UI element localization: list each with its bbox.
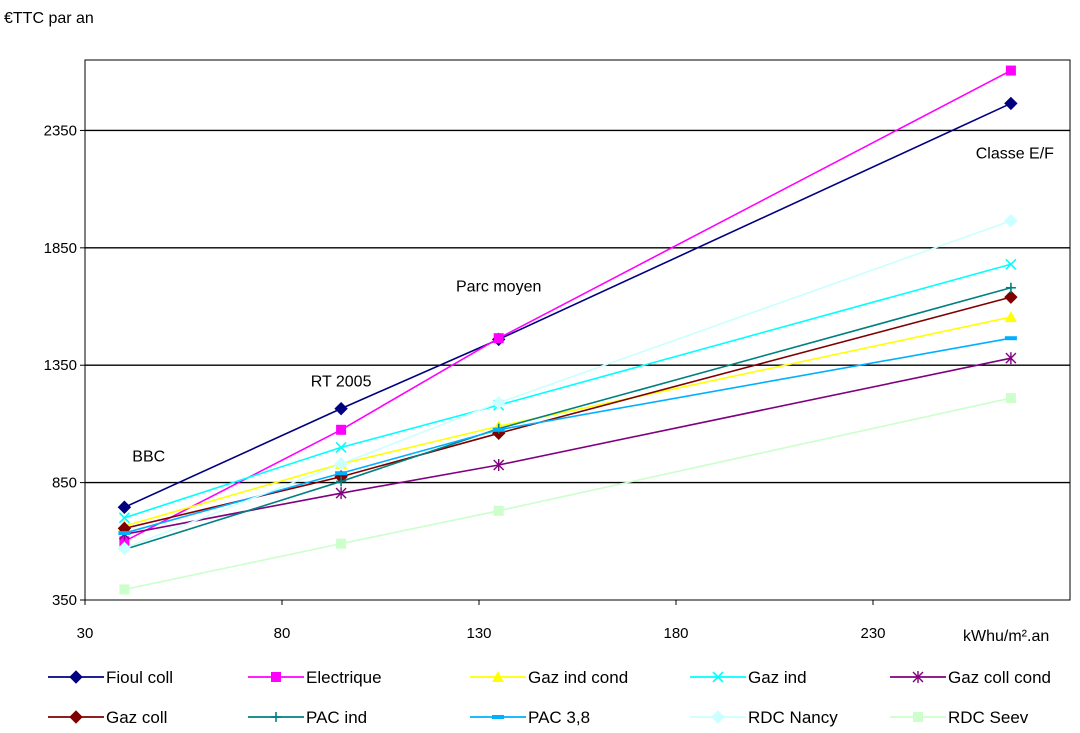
series-pac-3-8 [118,336,1017,536]
data-point [493,505,504,516]
series-electrique [119,65,1016,547]
legend-label: Electrique [306,668,382,687]
y-tick-label: 850 [52,475,77,492]
data-point [1004,290,1018,304]
x-ticks: 30 80 130 180 230 [77,600,886,642]
legend: Fioul coll Electrique Gaz ind cond Gaz ind G… [48,668,1051,727]
data-point [493,333,504,344]
data-point [1005,352,1017,365]
y-tick-label: 1850 [44,240,77,257]
legend-item: Electrique [248,668,382,687]
legend-marker [711,710,725,724]
legend-marker [69,670,83,684]
legend-item: Gaz coll [48,708,167,727]
legend-label: PAC 3,8 [528,708,590,727]
legend-marker [913,712,923,722]
y-axis-label: €TTC par an [4,10,94,27]
legend-label: Gaz ind cond [528,668,628,687]
data-point [336,476,347,487]
series-line [124,286,1012,551]
x-tick-label: 30 [77,625,94,642]
data-point [1004,214,1018,228]
legend-marker [69,710,83,724]
annotation-label: Classe E/F [976,146,1054,163]
legend-item: Fioul coll [48,668,173,687]
data-point [1005,393,1016,404]
x-tick-label: 130 [466,625,491,642]
series-rdc-seev [119,393,1016,595]
data-point [493,459,505,471]
series-gaz-ind [118,258,1017,524]
series-line [124,263,1012,519]
data-point [334,401,348,416]
series-line [124,316,1012,527]
legend-item: RDC Seev [890,708,1029,727]
legend-label: Gaz coll [106,708,167,727]
data-point [1005,258,1017,270]
legend-marker [271,712,281,722]
legend-marker [712,671,724,683]
legend-label: RDC Seev [948,708,1029,727]
x-axis-label: kWhu/m².an [963,628,1049,645]
data-point [335,441,347,453]
series-line [124,337,1012,534]
data-point [1005,282,1016,293]
legend-item: RDC Nancy [690,708,838,727]
legend-marker [492,671,504,682]
data-point [119,536,130,547]
legend-marker [492,715,504,719]
data-point [119,584,130,595]
legend-label: PAC ind [306,708,367,727]
y-tick-label: 2350 [44,122,77,139]
data-point [491,396,506,410]
data-point [1005,65,1016,76]
data-point [334,457,348,471]
series-line [124,397,1012,591]
data-point [336,538,347,549]
legend-item: PAC ind [248,708,367,727]
annotation-label: BBC [132,448,165,465]
data-point [492,427,505,432]
legend-item: PAC 3,8 [470,708,590,727]
data-point [1004,96,1018,111]
annotation-label: RT 2005 [311,373,372,390]
data-point [335,471,348,476]
annotations: BBC RT 2005 Parc moyen Classe E/F [132,146,1054,466]
legend-item: Gaz ind cond [470,668,628,687]
data-point [336,424,347,435]
data-point [1004,336,1017,341]
legend-marker [271,672,281,682]
x-tick-label: 230 [860,625,885,642]
legend-label: Gaz coll cond [948,668,1051,687]
annotation-label: Parc moyen [456,278,541,295]
data-point [117,500,132,514]
legend-marker [912,671,924,683]
series-line [124,357,1012,536]
legend-label: Gaz ind [748,668,807,687]
gridlines [85,129,1070,484]
data-point [118,512,130,524]
legend-item: Gaz ind [690,668,807,687]
series-line [124,220,1012,550]
data-point [117,541,132,556]
data-point [335,487,347,500]
series-line [124,69,1012,543]
series-line [124,102,1012,508]
plot-area [84,59,1071,601]
series-group [117,65,1018,595]
series-rdc-nancy [117,214,1018,556]
y-tick-label: 350 [52,592,77,609]
y-tick-label: 1350 [44,357,77,374]
data-point [1004,311,1017,323]
legend-label: RDC Nancy [748,708,838,727]
x-tick-label: 180 [663,625,688,642]
data-point [118,531,131,536]
legend-item: Gaz coll cond [890,668,1051,687]
y-ticks: 350 850 1350 1850 2350 [44,122,85,609]
legend-label: Fioul coll [106,668,173,687]
x-tick-label: 80 [274,625,291,642]
